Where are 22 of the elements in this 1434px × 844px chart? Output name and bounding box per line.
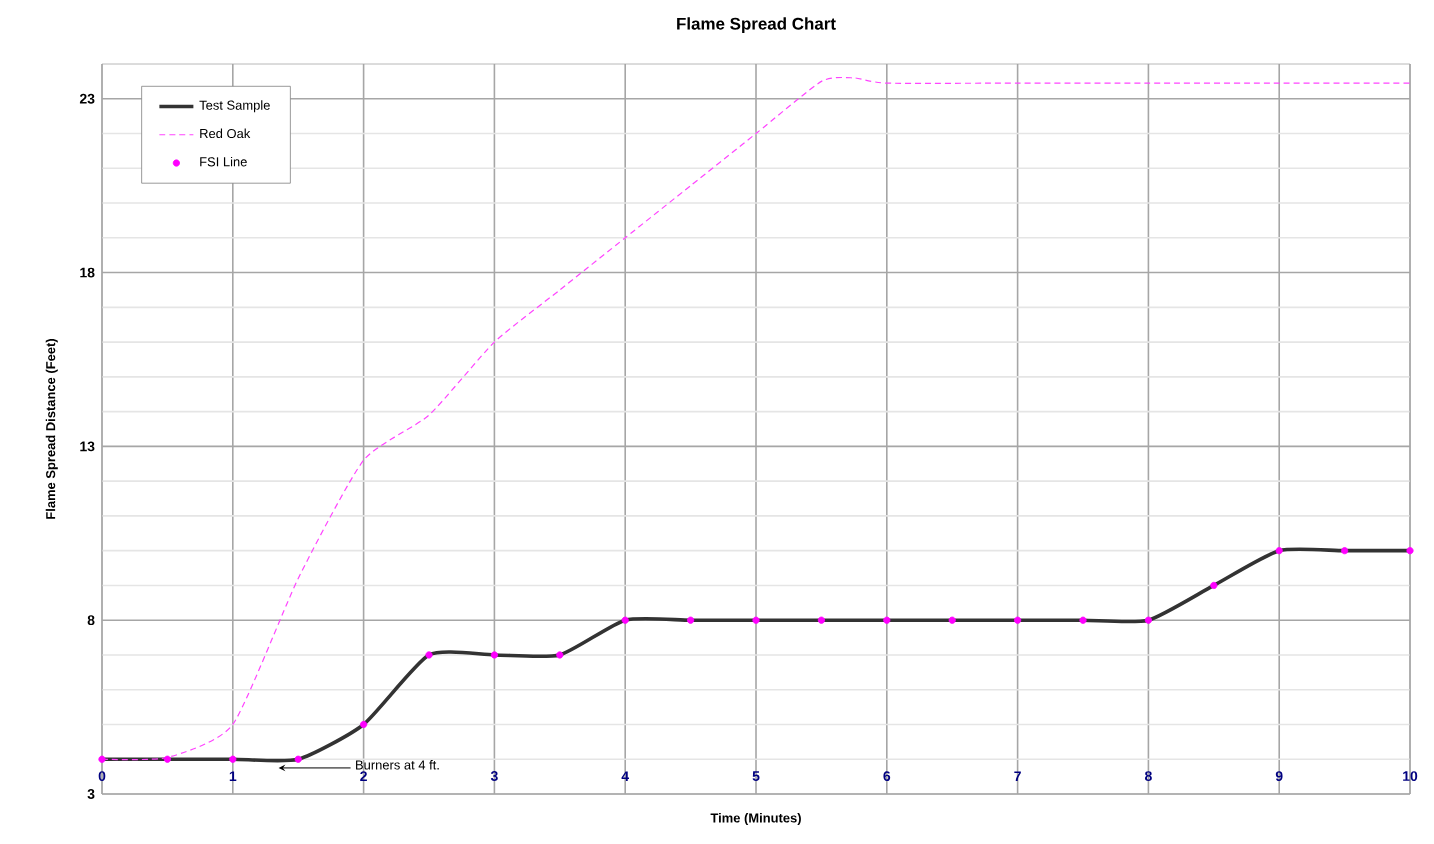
point	[1144, 616, 1152, 624]
point	[294, 755, 302, 763]
point	[1406, 547, 1414, 555]
point	[621, 616, 629, 624]
point	[948, 616, 956, 624]
point	[98, 755, 106, 763]
chart-title: Flame Spread Chart	[677, 17, 836, 34]
point	[1341, 547, 1349, 555]
point	[1079, 616, 1087, 624]
point	[163, 755, 171, 763]
point	[490, 651, 498, 659]
point	[556, 651, 564, 659]
point	[425, 651, 433, 659]
point	[687, 616, 695, 624]
point	[229, 755, 237, 763]
point	[883, 616, 891, 624]
point	[817, 616, 825, 624]
point	[1014, 616, 1022, 624]
point	[1275, 547, 1283, 555]
point	[360, 720, 368, 729]
point	[1210, 581, 1218, 590]
point	[752, 616, 760, 624]
